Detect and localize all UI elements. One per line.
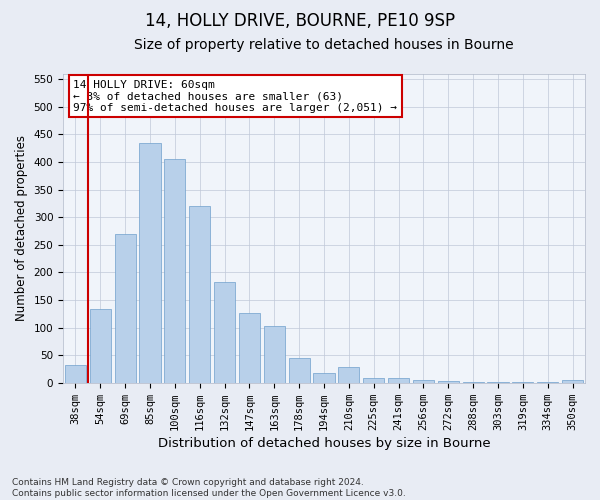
Y-axis label: Number of detached properties: Number of detached properties: [15, 135, 28, 321]
Bar: [487, 382, 509, 383]
Bar: [512, 382, 533, 383]
Bar: [438, 381, 459, 383]
Bar: [413, 380, 434, 383]
Text: 14 HOLLY DRIVE: 60sqm
← 3% of detached houses are smaller (63)
97% of semi-detac: 14 HOLLY DRIVE: 60sqm ← 3% of detached h…: [73, 80, 397, 113]
Bar: [289, 358, 310, 383]
Bar: [189, 206, 210, 383]
Bar: [90, 310, 111, 383]
Bar: [264, 326, 285, 383]
Bar: [463, 382, 484, 383]
Bar: [313, 373, 335, 383]
Bar: [164, 159, 185, 383]
X-axis label: Distribution of detached houses by size in Bourne: Distribution of detached houses by size …: [158, 437, 490, 450]
Bar: [388, 378, 409, 383]
Bar: [562, 380, 583, 383]
Bar: [239, 312, 260, 383]
Title: Size of property relative to detached houses in Bourne: Size of property relative to detached ho…: [134, 38, 514, 52]
Bar: [537, 382, 558, 383]
Bar: [338, 367, 359, 383]
Bar: [214, 282, 235, 383]
Bar: [65, 364, 86, 383]
Text: Contains HM Land Registry data © Crown copyright and database right 2024.
Contai: Contains HM Land Registry data © Crown c…: [12, 478, 406, 498]
Bar: [115, 234, 136, 383]
Bar: [363, 378, 384, 383]
Text: 14, HOLLY DRIVE, BOURNE, PE10 9SP: 14, HOLLY DRIVE, BOURNE, PE10 9SP: [145, 12, 455, 30]
Bar: [139, 142, 161, 383]
